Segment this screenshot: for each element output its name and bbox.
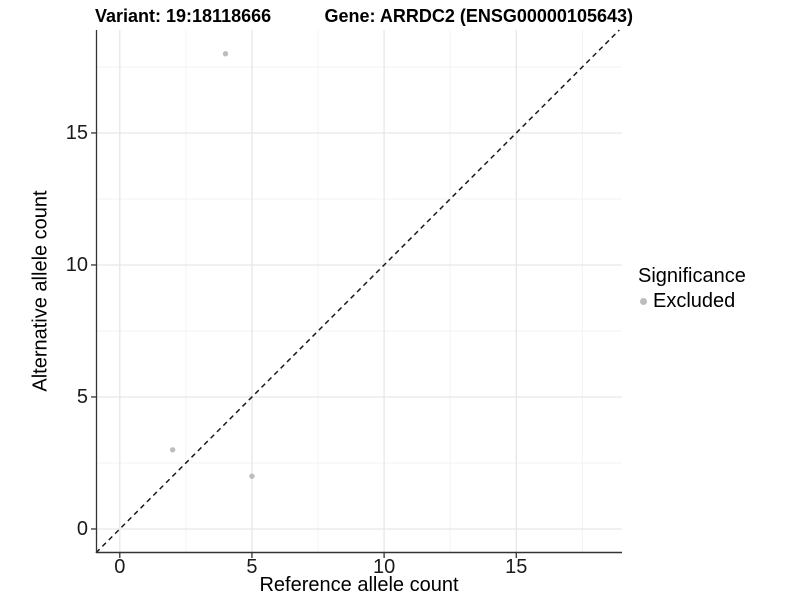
data-point	[169, 447, 176, 453]
y-axis-title: Alternative allele count	[29, 190, 52, 392]
legend-point-icon	[640, 297, 647, 305]
plot-title-gene: Gene: ARRDC2 (ENSG00000105643)	[324, 6, 633, 26]
x-tick-label: 0	[114, 556, 126, 578]
legend-title: Significance	[638, 265, 746, 287]
y-tick-label: 5	[76, 385, 88, 408]
x-axis-title: Reference allele count	[259, 574, 459, 596]
y-tick-label: 0	[76, 517, 88, 540]
plot-title-variant: Variant: 19:18118666	[95, 6, 272, 26]
x-tick-label: 15	[505, 556, 528, 578]
y-tick-label: 15	[65, 121, 88, 144]
identity-line	[95, 29, 620, 554]
y-tick-label: 10	[65, 253, 88, 276]
legend-item-label: Excluded	[653, 290, 736, 312]
legend-item-excluded: Excluded	[638, 290, 746, 312]
x-tick-label: 10	[372, 556, 396, 578]
x-tick-label: 5	[246, 556, 258, 578]
plot-panel	[91, 29, 622, 558]
data-point	[249, 473, 255, 479]
data-point	[222, 51, 229, 57]
legend: Significance Excluded	[638, 264, 746, 312]
